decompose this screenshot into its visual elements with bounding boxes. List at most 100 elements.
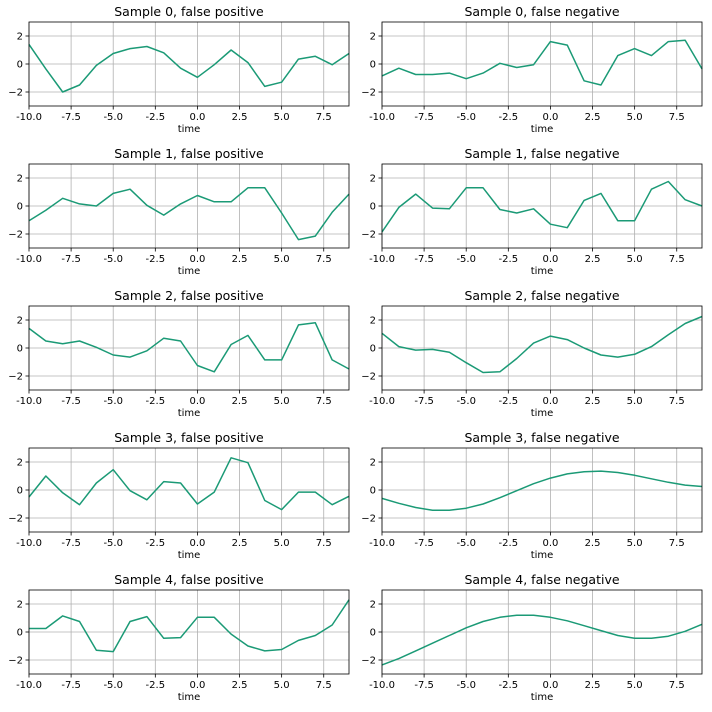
chart-panel-4: Sample 2, false positive -10.0 -7.5 -5.0 -2.…	[8, 288, 350, 419]
y-tick-label: −2	[8, 230, 23, 241]
x-tick-label: 0.0	[542, 254, 558, 265]
x-tick-label: 7.5	[669, 538, 685, 549]
x-tick-label: 0.0	[542, 396, 558, 407]
x-axis-label: time	[531, 692, 554, 703]
x-tick-label: 5.0	[627, 112, 643, 123]
axes-frame	[28, 21, 350, 107]
axes-frame	[28, 305, 350, 391]
y-tick-label: −2	[8, 88, 23, 99]
x-tick-label: 5.0	[274, 254, 290, 265]
x-axis-label: time	[531, 124, 554, 135]
x-tick-label: 5.0	[274, 680, 290, 691]
y-tick-label: 0	[17, 486, 23, 497]
x-tick-label: 0.0	[189, 680, 205, 691]
x-tick-label: 2.5	[232, 254, 248, 265]
y-tick-label: 2	[17, 32, 23, 43]
x-axis-label: time	[178, 692, 201, 703]
x-tick-label: -2.5	[499, 112, 519, 123]
axes-frame	[381, 589, 703, 675]
x-tick-label: -2.5	[499, 538, 519, 549]
chart-title: Sample 1, false positive	[114, 146, 264, 161]
x-tick-label: 5.0	[274, 112, 290, 123]
x-tick-label: 7.5	[669, 112, 685, 123]
x-tick-label: -5.0	[103, 254, 123, 265]
chart-title: Sample 4, false positive	[114, 572, 264, 587]
x-tick-label: 7.5	[669, 396, 685, 407]
x-tick-label: -7.5	[414, 680, 434, 691]
series-line	[381, 470, 703, 512]
y-tick-label: −2	[361, 372, 376, 383]
x-axis-label: time	[178, 550, 201, 561]
x-tick-label: -5.0	[456, 538, 476, 549]
x-tick-label: 7.5	[316, 254, 332, 265]
y-tick-label: 2	[370, 174, 376, 185]
x-tick-label: -10.0	[16, 254, 42, 265]
chart-panel-7: Sample 3, false negative -10.0 -7.5 -5.0 -2.…	[361, 430, 703, 561]
axes-frame	[381, 21, 703, 107]
x-tick-label: -10.0	[16, 538, 42, 549]
series-line	[381, 315, 703, 374]
x-tick-label: 5.0	[627, 396, 643, 407]
x-tick-label: -10.0	[16, 112, 42, 123]
x-tick-label: -10.0	[16, 680, 42, 691]
y-tick-label: 2	[17, 174, 23, 185]
x-tick-label: 2.5	[232, 112, 248, 123]
y-tick-label: 2	[370, 32, 376, 43]
chart-title: Sample 0, false positive	[114, 4, 264, 19]
x-tick-label: 7.5	[316, 396, 332, 407]
x-tick-label: 2.5	[585, 254, 601, 265]
chart-title: Sample 4, false negative	[464, 572, 619, 587]
x-tick-label: -7.5	[61, 112, 81, 123]
x-tick-label: -2.5	[146, 112, 166, 123]
x-tick-label: -2.5	[146, 680, 166, 691]
chart-panel-8: Sample 4, false positive -10.0 -7.5 -5.0 -2.…	[8, 572, 350, 703]
chart-title: Sample 3, false positive	[114, 430, 264, 445]
x-tick-label: 0.0	[189, 254, 205, 265]
x-tick-label: 5.0	[627, 254, 643, 265]
chart-title: Sample 0, false negative	[464, 4, 619, 19]
chart-title: Sample 3, false negative	[464, 430, 619, 445]
axes-frame	[381, 163, 703, 249]
series-line	[381, 614, 703, 666]
y-tick-label: −2	[8, 514, 23, 525]
chart-panel-5: Sample 2, false negative -10.0 -7.5 -5.0 -2.…	[361, 288, 703, 419]
x-tick-label: -5.0	[456, 254, 476, 265]
axes-frame	[381, 305, 703, 391]
series-line	[28, 457, 350, 511]
series-line	[381, 39, 703, 86]
y-tick-label: 0	[370, 202, 376, 213]
x-tick-label: 2.5	[585, 396, 601, 407]
x-tick-label: -10.0	[369, 254, 395, 265]
y-tick-label: 0	[17, 60, 23, 71]
x-tick-label: 2.5	[585, 112, 601, 123]
x-tick-label: 7.5	[316, 680, 332, 691]
x-tick-label: -10.0	[369, 396, 395, 407]
y-tick-label: 2	[370, 458, 376, 469]
x-tick-label: 2.5	[232, 538, 248, 549]
y-tick-label: 0	[17, 628, 23, 639]
chart-panel-1: Sample 0, false negative -10.0 -7.5 -5.0 -2.…	[361, 4, 703, 135]
x-tick-label: -7.5	[61, 538, 81, 549]
y-tick-label: 0	[17, 202, 23, 213]
x-tick-label: -7.5	[414, 112, 434, 123]
chart-panel-3: Sample 1, false negative -10.0 -7.5 -5.0 -2.…	[361, 146, 703, 277]
x-tick-label: 2.5	[585, 538, 601, 549]
x-tick-label: -5.0	[456, 112, 476, 123]
x-tick-label: -10.0	[369, 538, 395, 549]
x-tick-label: 7.5	[316, 538, 332, 549]
series-line	[28, 43, 350, 93]
y-tick-label: 0	[17, 344, 23, 355]
x-tick-label: -5.0	[456, 680, 476, 691]
y-tick-label: 0	[370, 60, 376, 71]
y-tick-label: 2	[17, 458, 23, 469]
y-tick-label: −2	[361, 514, 376, 525]
x-axis-label: time	[531, 408, 554, 419]
x-tick-label: -10.0	[16, 396, 42, 407]
x-tick-label: -10.0	[369, 680, 395, 691]
x-axis-label: time	[531, 266, 554, 277]
series-line	[28, 187, 350, 241]
x-axis-label: time	[178, 266, 201, 277]
y-tick-label: 2	[370, 600, 376, 611]
x-tick-label: 7.5	[669, 680, 685, 691]
